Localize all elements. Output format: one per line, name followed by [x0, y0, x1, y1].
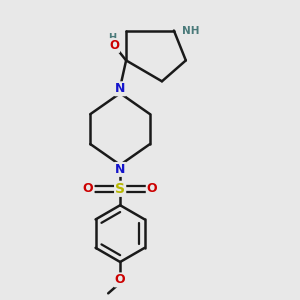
Text: O: O: [115, 273, 125, 286]
Text: S: S: [115, 182, 125, 196]
Text: O: O: [109, 39, 119, 52]
Text: N: N: [115, 82, 125, 95]
Text: O: O: [83, 182, 94, 195]
Text: H: H: [109, 33, 117, 43]
Text: N: N: [115, 163, 125, 176]
Text: O: O: [147, 182, 158, 195]
Text: NH: NH: [182, 26, 199, 36]
